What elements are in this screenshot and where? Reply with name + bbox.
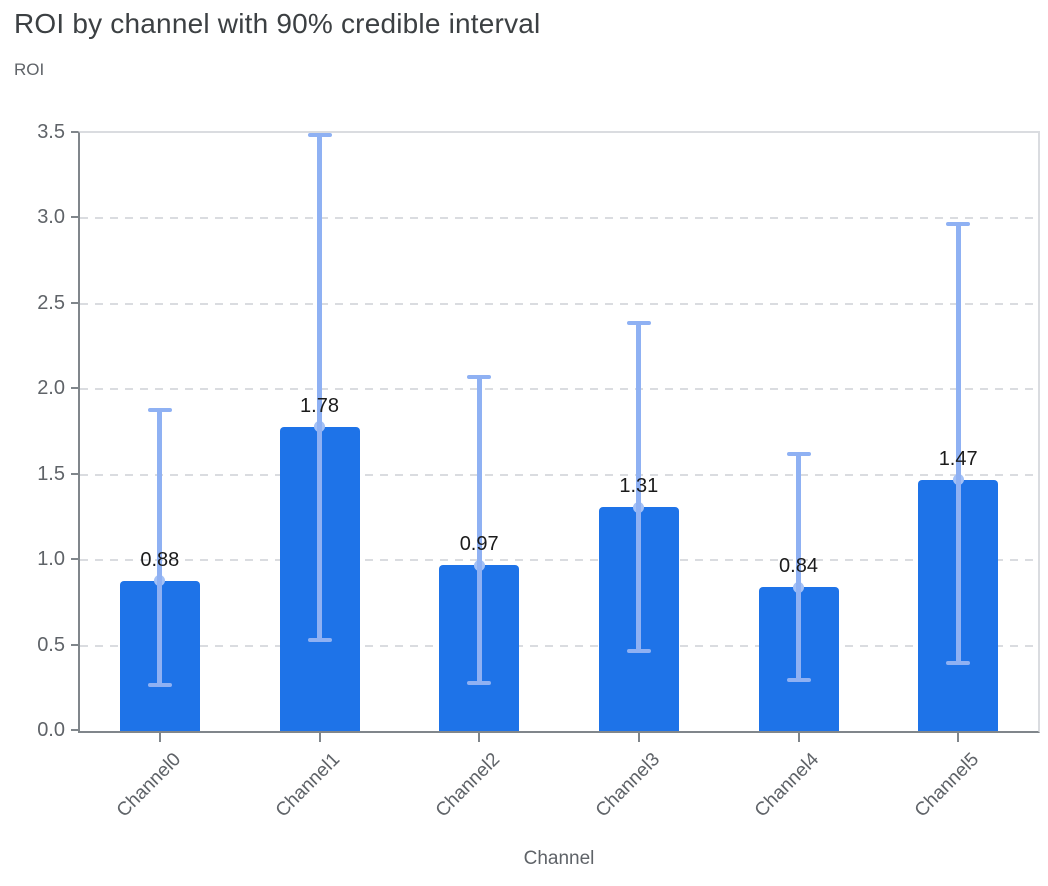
bar-value-label: 0.88: [140, 548, 180, 571]
x-tick-label-channel1: Channel1: [271, 749, 345, 822]
gridline-2: [80, 388, 1038, 391]
gridline-2.5: [80, 302, 1038, 305]
y-tick-mark: [71, 301, 78, 304]
x-tick-mark: [637, 733, 640, 742]
interval-lower-cap: [946, 660, 971, 665]
x-tick-label-channel2: Channel2: [431, 749, 505, 822]
interval-lower-cap: [467, 681, 492, 686]
interval-lower-cap: [626, 648, 651, 653]
interval-upper-cap: [307, 132, 332, 137]
x-tick-label-channel0: Channel0: [112, 749, 185, 822]
x-tick-mark: [478, 733, 481, 742]
x-axis-title: Channel: [523, 848, 595, 869]
credible-interval-line: [955, 223, 961, 663]
x-axis: Channel0 Channel1 Channel2 Channel3 Channel4…: [80, 733, 1038, 883]
y-tick-mark: [71, 558, 78, 561]
bar-value-label: 1.31: [619, 475, 659, 498]
y-tick-label: 2.0: [37, 377, 65, 400]
y-tick-label: 3.5: [37, 121, 65, 143]
x-tick-mark: [797, 733, 800, 742]
interval-upper-cap: [467, 375, 492, 380]
gridline-0.5: [80, 644, 1038, 647]
interval-upper-cap: [946, 221, 971, 226]
interval-lower-cap: [786, 677, 811, 682]
bar-value-label: 1.47: [938, 447, 978, 470]
credible-interval-line: [317, 134, 322, 641]
credible-interval-line: [476, 377, 482, 684]
chart-title: ROI by channel with 90% credible interva…: [14, 8, 541, 39]
x-tick-label-channel5: Channel5: [910, 749, 984, 822]
x-tick-mark: [957, 733, 960, 742]
gridline-1.5: [80, 473, 1038, 476]
y-tick-label: 1.0: [37, 548, 65, 571]
y-tick-mark: [71, 131, 78, 133]
x-tick-mark: [318, 733, 321, 742]
credible-interval-line: [636, 322, 642, 651]
bar-value-label: 0.84: [779, 555, 818, 578]
y-tick-label: 1.5: [37, 462, 65, 485]
interval-upper-cap: [626, 320, 651, 325]
y-tick-mark: [71, 216, 78, 219]
y-tick-mark: [71, 729, 78, 731]
y-tick-label: 0.0: [37, 719, 65, 741]
x-tick-label-channel3: Channel3: [591, 749, 664, 822]
interval-lower-cap: [307, 638, 332, 643]
interval-lower-cap: [147, 682, 172, 687]
y-axis: 0.0 0.5 1.0 1.5 2.0 2.5 3.0 3.5: [0, 121, 78, 741]
credible-interval-line: [157, 409, 163, 685]
x-tick-label-channel4: Channel4: [750, 749, 824, 822]
credible-interval-line: [796, 454, 801, 680]
plot-area: 0.88 1.78 0.97 1.31 0.84 1.47: [78, 131, 1040, 733]
y-tick-label: 3.0: [37, 206, 65, 229]
y-tick-label: 0.5: [37, 633, 65, 656]
x-tick-mark: [158, 733, 161, 742]
y-tick-mark: [71, 643, 78, 646]
y-tick-mark: [71, 387, 78, 390]
bar-value-label: 0.97: [459, 533, 499, 556]
bar-value-label: 1.78: [300, 394, 339, 417]
y-tick-mark: [71, 472, 78, 475]
y-tick-label: 2.5: [37, 291, 65, 314]
gridline-1: [80, 559, 1038, 562]
interval-upper-cap: [147, 407, 172, 412]
gridline-3: [80, 217, 1038, 220]
interval-upper-cap: [786, 452, 811, 457]
y-axis-title: ROI: [14, 60, 45, 79]
